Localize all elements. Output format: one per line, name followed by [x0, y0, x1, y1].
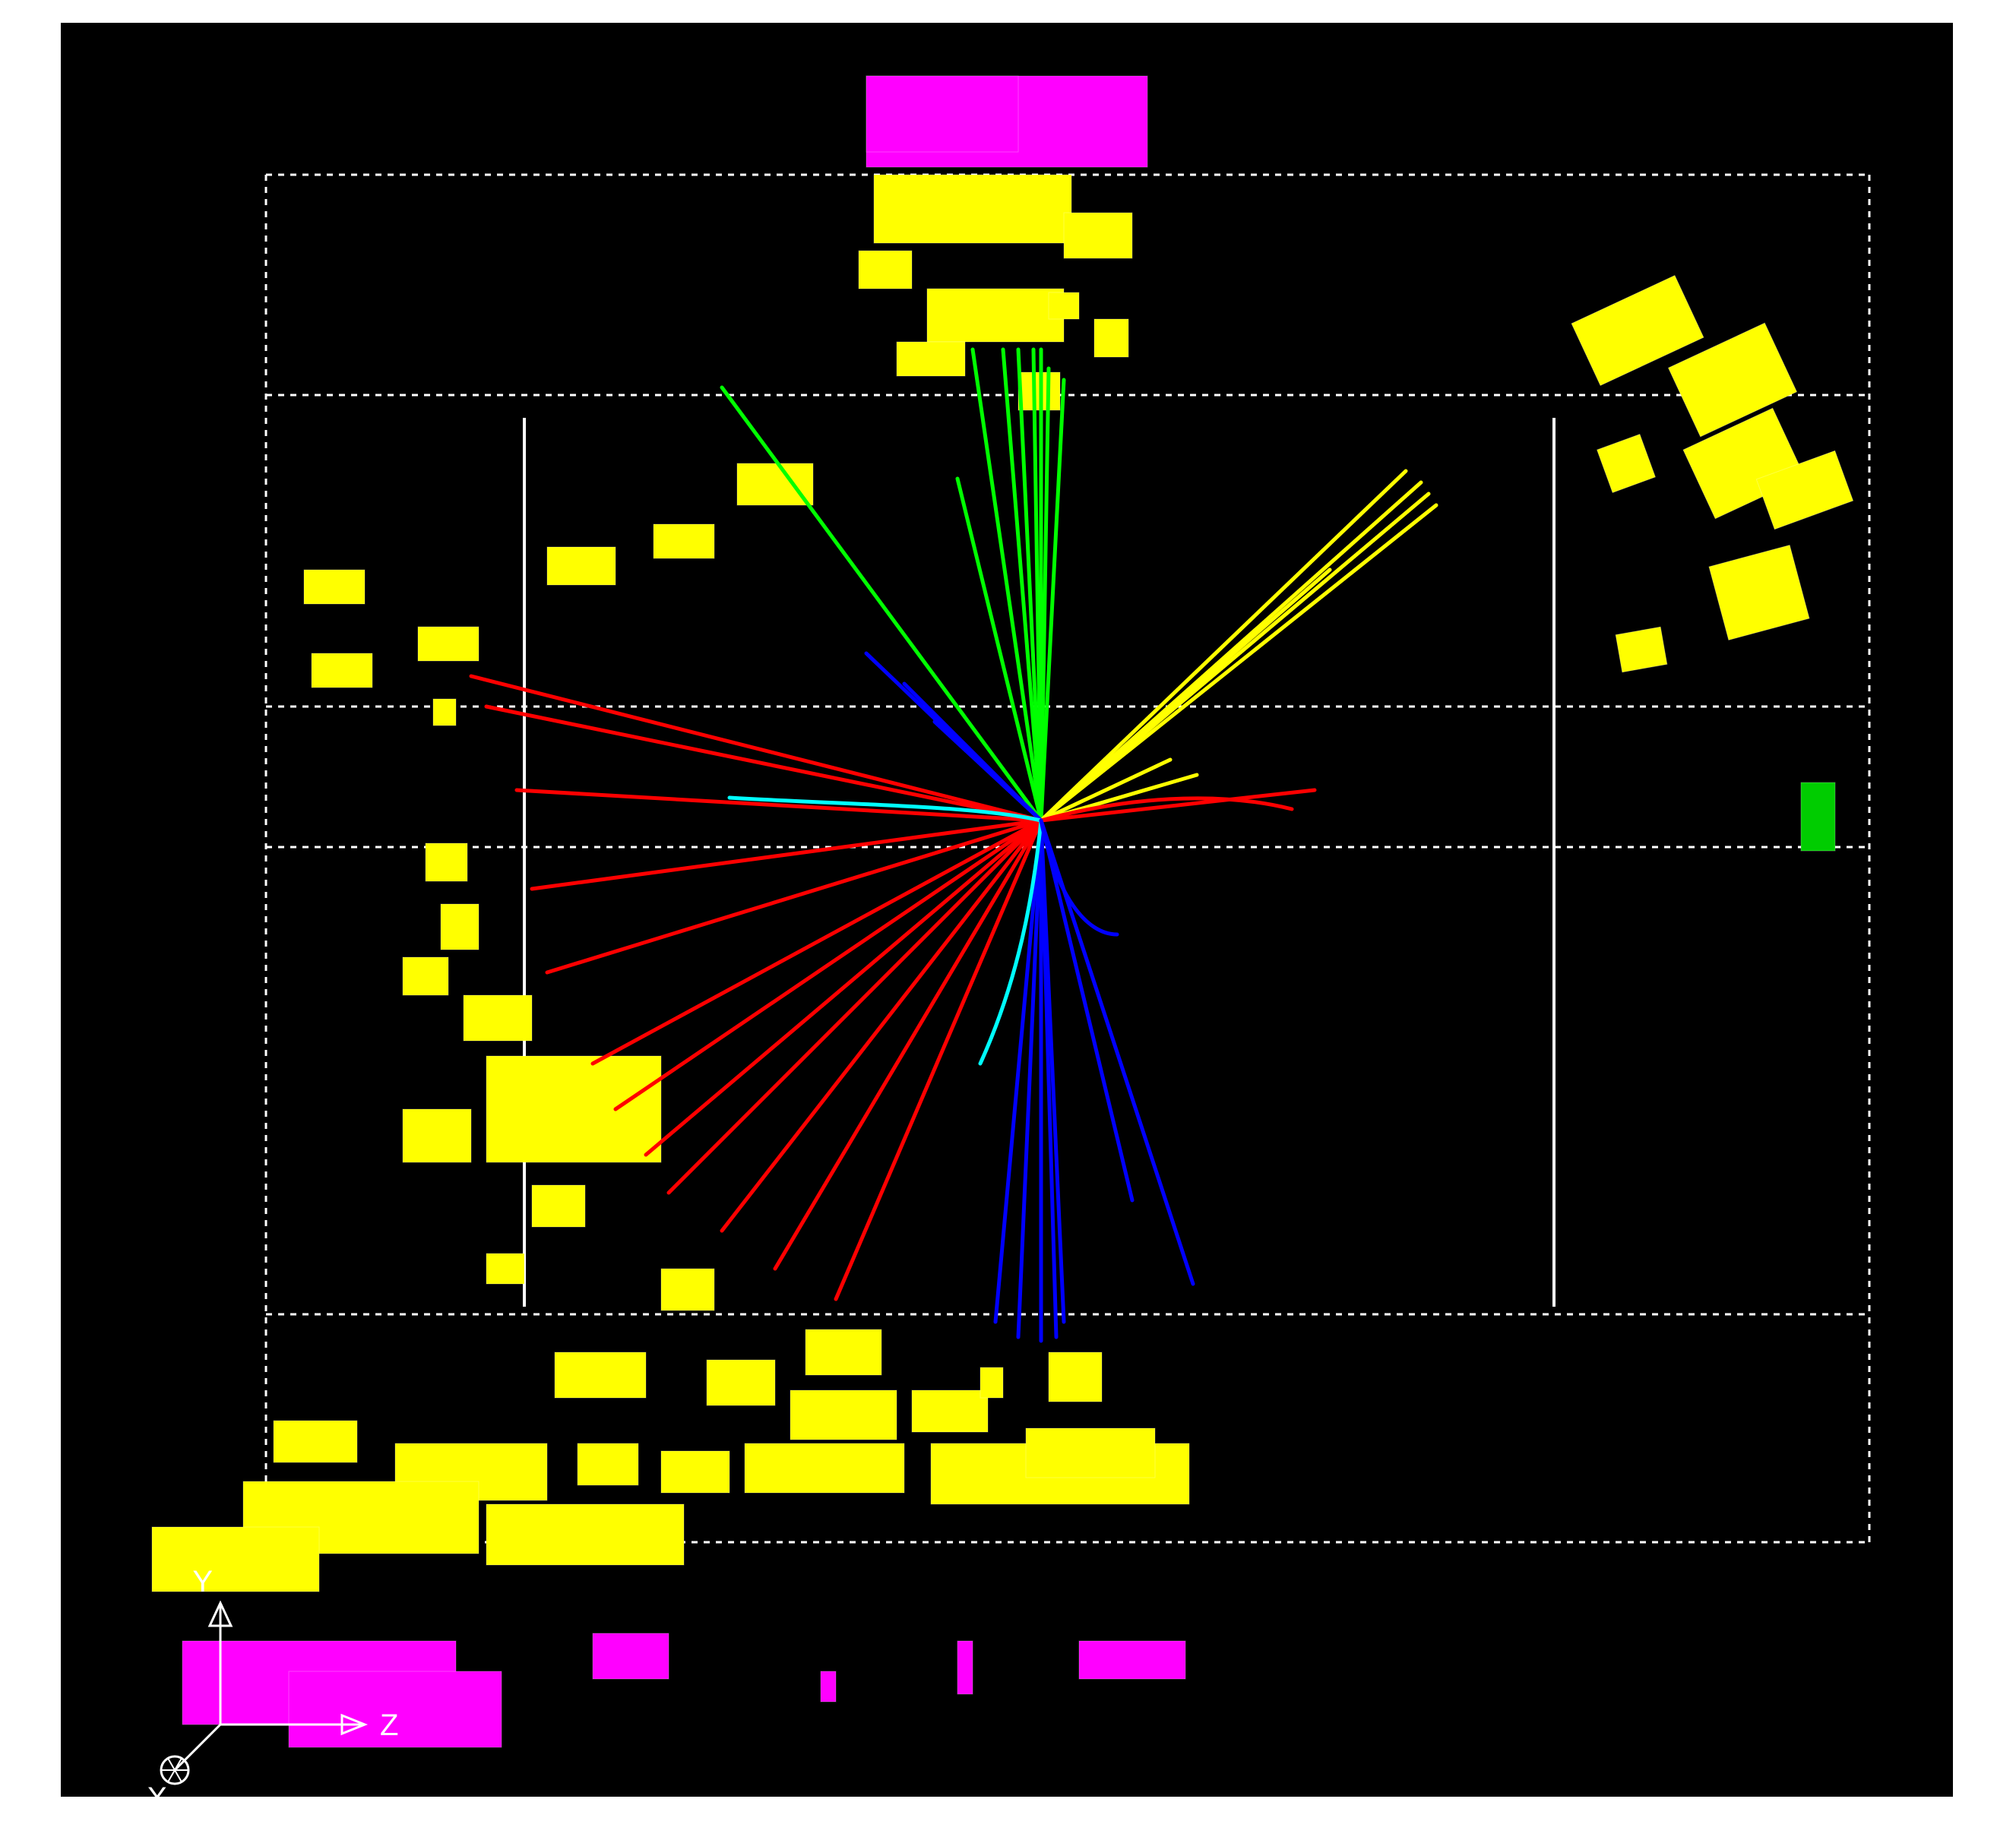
yellow-hit	[1049, 292, 1079, 319]
yellow-hit	[745, 1443, 904, 1493]
axis-label-z: Z	[380, 1709, 398, 1742]
yellow-hit	[661, 1451, 729, 1493]
axis-label-y: Y	[192, 1565, 213, 1598]
yellow-hit	[403, 1109, 471, 1162]
yellow-hit	[152, 1527, 319, 1592]
yellow-hit	[304, 570, 365, 604]
yellow-hit	[555, 1352, 646, 1398]
yellow-hit	[486, 1504, 684, 1565]
yellow-hit	[790, 1390, 897, 1440]
yellow-hit	[1094, 319, 1128, 357]
yellow-hit	[912, 1390, 988, 1432]
yellow-hit	[874, 175, 1071, 243]
yellow-hit	[661, 1269, 714, 1310]
yellow-hit	[486, 1254, 524, 1284]
yellow-hit	[859, 251, 912, 289]
yellow-hit	[927, 289, 1064, 342]
magenta-hit	[957, 1641, 973, 1694]
yellow-hit	[464, 995, 532, 1041]
magenta-hit	[593, 1633, 669, 1679]
yellow-hit	[707, 1360, 775, 1405]
yellow-hit	[532, 1185, 585, 1227]
yellow-hit	[312, 653, 372, 688]
axis-label-x: X	[147, 1782, 167, 1815]
yellow-hit	[737, 463, 813, 505]
yellow-hit	[433, 699, 456, 726]
yellow-hit	[274, 1421, 357, 1462]
yellow-hit	[1616, 627, 1667, 672]
magenta-hit	[821, 1671, 836, 1702]
yellow-hit	[1026, 1428, 1155, 1478]
yellow-hit	[441, 904, 479, 950]
yellow-hit	[1064, 213, 1132, 258]
yellow-hit	[547, 547, 616, 585]
yellow-hit	[426, 843, 467, 881]
yellow-hit	[486, 1056, 661, 1162]
yellow-hit	[805, 1329, 881, 1375]
event-display-svg: Y Z X	[0, 0, 2016, 1840]
yellow-hit	[980, 1367, 1003, 1398]
yellow-hit	[897, 342, 965, 376]
yellow-hit	[403, 957, 448, 995]
magenta-hit	[866, 76, 1018, 152]
yellow-hit	[1049, 1352, 1102, 1402]
event-display-canvas: Y Z X	[0, 0, 2016, 1840]
green-hits	[1801, 782, 1835, 851]
yellow-hit	[578, 1443, 638, 1485]
yellow-hit	[418, 627, 479, 661]
yellow-hit	[654, 524, 714, 558]
green-hit	[1801, 782, 1835, 851]
magenta-hit	[1079, 1641, 1185, 1679]
